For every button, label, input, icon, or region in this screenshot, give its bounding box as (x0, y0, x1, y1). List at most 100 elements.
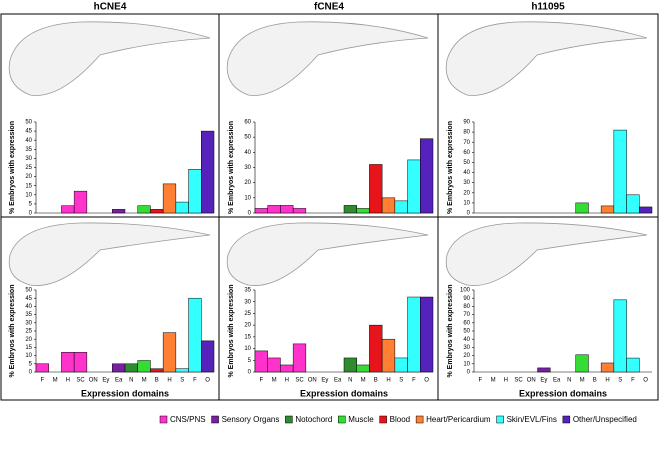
y-tick-label: 40 (244, 150, 251, 156)
y-tick-label: 40 (25, 138, 32, 144)
y-tick-label: 20 (244, 180, 251, 186)
bar (394, 200, 408, 214)
bar (280, 364, 294, 373)
legend-label: Other/Unspecified (573, 415, 637, 424)
y-tick-label: 30 (244, 299, 251, 305)
x-tick-label: M (272, 378, 277, 384)
x-tick-label: H (167, 378, 171, 384)
x-tick-label: H (605, 378, 609, 384)
y-tick-label: 15 (25, 183, 32, 189)
legend-swatch (285, 415, 293, 424)
x-tick-label: H (386, 378, 390, 384)
legend-label: Skin/EVL/Fins (507, 415, 557, 424)
bar (613, 129, 627, 214)
y-axis-label: % Embryos with expression (9, 121, 16, 214)
bar (292, 208, 307, 214)
x-tick-label: Ea (553, 378, 561, 384)
bar (613, 299, 627, 373)
x-tick-label: H (504, 378, 508, 384)
legend-swatch (415, 415, 424, 424)
bar (537, 367, 551, 373)
x-tick-label: ON (308, 378, 317, 384)
x-tick-label: Ea (115, 378, 123, 384)
y-tick-label: 50 (25, 288, 32, 294)
bar (254, 350, 268, 373)
x-tick-label: O (205, 378, 210, 384)
y-tick-label: 80 (463, 130, 470, 136)
legend-label: Muscle (348, 415, 374, 424)
y-tick-label: 15 (25, 345, 32, 351)
y-tick-label: 90 (463, 296, 470, 302)
x-axis-label: Expression domains (300, 388, 388, 398)
x-tick-label: B (374, 378, 378, 384)
legend-label: Heart/Pericardium (426, 415, 491, 424)
y-tick-label: 10 (25, 353, 32, 359)
y-tick-label: 35 (25, 312, 32, 318)
x-tick-label: N (567, 378, 571, 384)
bar (369, 324, 383, 373)
y-tick-label: 70 (463, 312, 470, 318)
y-tick-label: 40 (25, 304, 32, 310)
y-tick-label: 60 (244, 120, 251, 126)
x-tick-label: M (142, 378, 147, 384)
bar (137, 360, 151, 373)
bar (267, 357, 281, 373)
bar (201, 130, 215, 214)
bar (112, 363, 126, 373)
bar (201, 340, 215, 373)
bar (381, 197, 396, 214)
bar (61, 352, 75, 373)
bar (407, 159, 421, 214)
y-tick-label: 35 (25, 147, 32, 153)
x-tick-label: ON (527, 378, 536, 384)
bar (73, 190, 88, 214)
y-tick-label: 0 (248, 211, 252, 217)
x-tick-label: M (580, 378, 585, 384)
x-tick-label: O (643, 378, 648, 384)
x-tick-label: M (491, 378, 496, 384)
y-tick-label: 100 (460, 288, 471, 294)
x-tick-label: H (66, 378, 70, 384)
y-tick-label: 5 (29, 201, 33, 207)
legend-swatch (562, 415, 571, 424)
y-axis-label: % Embryos with expression (9, 285, 16, 378)
y-tick-label: 10 (463, 361, 470, 367)
x-tick-label: SC (76, 378, 85, 384)
column-title: fCNE4 (314, 2, 344, 13)
y-tick-label: 25 (25, 165, 32, 171)
bar (292, 343, 307, 373)
bar (626, 194, 640, 214)
y-tick-label: 45 (25, 129, 32, 135)
y-tick-label: 30 (25, 156, 32, 162)
bar (61, 205, 75, 214)
x-tick-label: B (593, 378, 597, 384)
x-tick-label: F (193, 378, 197, 384)
bar (162, 332, 177, 373)
bar (600, 205, 615, 214)
x-tick-label: F (41, 378, 45, 384)
x-tick-label: ON (89, 378, 98, 384)
legend-swatch (211, 415, 219, 424)
y-axis-label: % Embryos with expression (447, 121, 454, 214)
y-tick-label: 20 (463, 353, 470, 359)
bar (267, 205, 281, 214)
bar (394, 357, 408, 373)
bar (343, 357, 357, 373)
y-tick-label: 10 (463, 200, 470, 206)
y-axis-label: % Embryos with expression (447, 285, 454, 378)
y-tick-label: 20 (25, 337, 32, 343)
y-tick-label: 10 (25, 192, 32, 198)
bar (420, 138, 434, 214)
x-tick-label: O (424, 378, 429, 384)
legend-swatch (379, 415, 387, 424)
x-tick-label: H (285, 378, 289, 384)
legend-label: CNS/PNS (170, 415, 206, 424)
x-tick-label: Ea (334, 378, 342, 384)
bar (150, 209, 164, 214)
y-tick-label: 60 (463, 320, 470, 326)
x-tick-label: S (180, 378, 184, 384)
bar (254, 208, 268, 214)
bar (600, 362, 615, 373)
x-tick-label: F (412, 378, 416, 384)
